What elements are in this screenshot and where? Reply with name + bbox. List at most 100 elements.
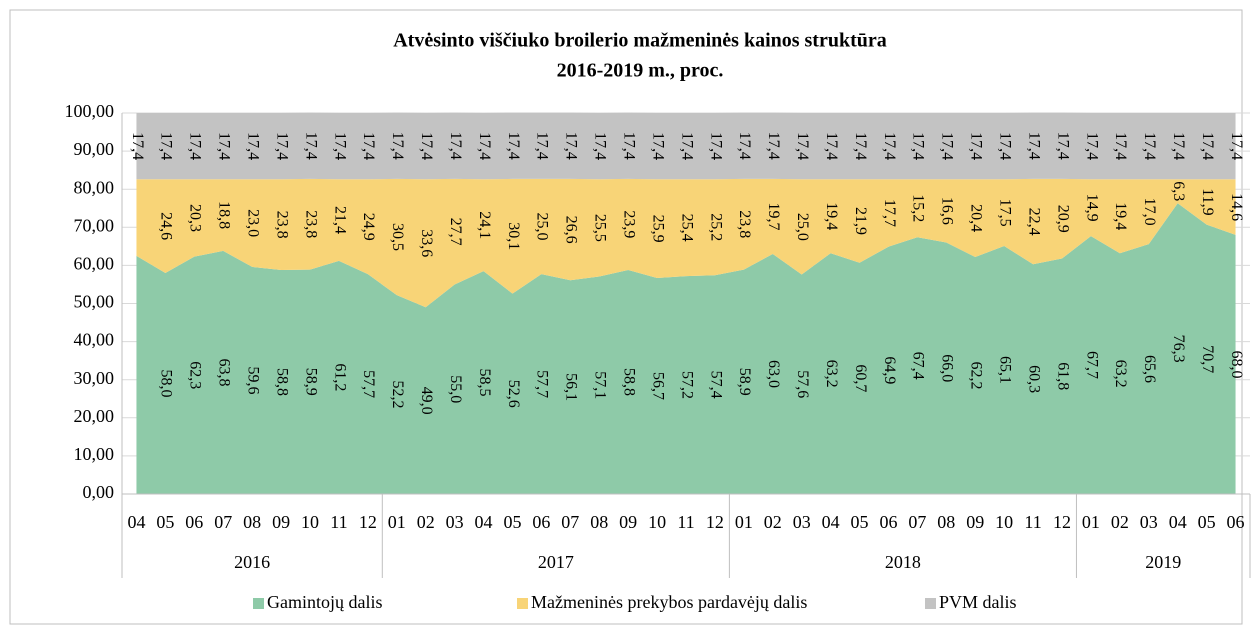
x-tick-label: 07: [561, 512, 579, 532]
data-label: 17,4: [1141, 132, 1158, 160]
x-tick-label: 12: [1053, 512, 1071, 532]
data-label: 33,6: [418, 229, 435, 257]
x-group-label: 2019: [1145, 552, 1181, 572]
y-tick-label: 70,00: [74, 215, 115, 235]
legend-label: Gamintojų dalis: [267, 592, 383, 612]
data-label: 17,4: [910, 132, 927, 160]
data-label: 60,3: [1025, 365, 1042, 393]
data-label: 17,4: [968, 132, 985, 160]
data-label: 67,7: [1083, 351, 1100, 379]
x-tick-label: 05: [1198, 512, 1216, 532]
y-tick-label: 50,00: [74, 292, 115, 312]
x-tick-label: 04: [475, 512, 493, 532]
data-label: 58,0: [158, 370, 175, 398]
data-label: 57,2: [678, 371, 695, 399]
data-label: 65,1: [996, 356, 1013, 384]
y-tick-label: 10,00: [74, 444, 115, 464]
data-label: 17,4: [1112, 132, 1129, 160]
data-label: 17,4: [505, 132, 522, 160]
area: [136, 178, 1236, 308]
data-label: 57,7: [534, 370, 551, 398]
y-tick-label: 90,00: [74, 139, 115, 159]
data-label: 17,4: [1054, 132, 1071, 160]
x-group-label: 2018: [885, 552, 921, 572]
x-tick-label: 03: [793, 512, 811, 532]
legend-swatch: [517, 598, 528, 609]
data-label: 18,8: [216, 201, 233, 229]
data-label: 17,4: [649, 132, 666, 160]
y-tick-label: 80,00: [74, 177, 115, 197]
x-tick-label: 10: [648, 512, 666, 532]
data-label: 57,7: [360, 370, 377, 398]
data-label: 14,6: [1228, 193, 1245, 221]
data-label: 17,4: [736, 132, 753, 160]
data-label: 62,2: [968, 362, 985, 390]
x-tick-label: 12: [706, 512, 724, 532]
data-label: 24,6: [158, 212, 175, 240]
data-label: 70,7: [1199, 345, 1216, 373]
data-label: 25,9: [649, 215, 666, 243]
y-tick-label: 60,00: [74, 254, 115, 274]
data-label: 14,9: [1083, 194, 1100, 222]
data-label: 17,4: [216, 132, 233, 160]
data-label: 17,4: [1170, 132, 1187, 160]
data-label: 23,8: [302, 210, 319, 238]
chart-subtitle: 2016-2019 m., proc.: [557, 60, 724, 82]
data-label: 17,4: [360, 132, 377, 160]
data-label: 58,8: [620, 368, 637, 396]
data-label: 57,4: [707, 371, 724, 399]
data-label: 30,5: [389, 223, 406, 251]
data-label: 66,0: [939, 354, 956, 382]
data-label: 17,4: [476, 132, 493, 160]
legend-swatch: [253, 598, 264, 609]
x-tick-label: 11: [677, 512, 694, 532]
data-label: 17,4: [592, 132, 609, 160]
x-tick-label: 10: [995, 512, 1013, 532]
data-label: 17,4: [620, 132, 637, 160]
data-label: 19,4: [823, 202, 840, 230]
data-label: 56,1: [563, 373, 580, 401]
data-label: 17,4: [881, 132, 898, 160]
x-tick-label: 06: [532, 512, 550, 532]
data-label: 61,8: [1054, 362, 1071, 390]
data-label: 65,6: [1141, 355, 1158, 383]
x-tick-label: 03: [446, 512, 464, 532]
data-label: 63,0: [765, 360, 782, 388]
data-label: 30,1: [505, 222, 522, 250]
data-label: 52,6: [505, 380, 522, 408]
x-tick-label: 09: [272, 512, 290, 532]
y-tick-label: 40,00: [74, 330, 115, 350]
x-tick-label: 03: [1140, 512, 1158, 532]
data-label: 17,4: [447, 132, 464, 160]
x-tick-label: 11: [1024, 512, 1041, 532]
data-label: 17,4: [852, 132, 869, 160]
data-label: 24,1: [476, 211, 493, 239]
data-label: 27,7: [447, 218, 464, 246]
x-tick-label: 02: [1111, 512, 1129, 532]
data-label: 59,6: [244, 366, 261, 394]
data-label: 25,0: [534, 213, 551, 241]
x-tick-label: 01: [735, 512, 753, 532]
data-label: 63,2: [1112, 360, 1129, 388]
data-label: 17,4: [1025, 132, 1042, 160]
y-tick-label: 20,00: [74, 406, 115, 426]
data-label: 62,3: [187, 361, 204, 389]
data-label: 58,9: [736, 368, 753, 396]
x-tick-label: 05: [503, 512, 521, 532]
data-label: 57,6: [794, 370, 811, 398]
x-tick-label: 06: [185, 512, 203, 532]
x-tick-label: 01: [1082, 512, 1100, 532]
x-group-label: 2016: [234, 552, 270, 572]
x-tick-label: 05: [851, 512, 869, 532]
data-label: 55,0: [447, 375, 464, 403]
x-tick-label: 06: [1227, 512, 1245, 532]
x-tick-label: 04: [127, 512, 145, 532]
data-label: 17,4: [129, 132, 146, 160]
data-label: 25,2: [707, 213, 724, 241]
data-label: 21,9: [852, 207, 869, 235]
x-tick-label: 06: [879, 512, 897, 532]
data-label: 60,7: [852, 364, 869, 392]
x-tick-label: 08: [590, 512, 608, 532]
x-tick-label: 10: [301, 512, 319, 532]
data-label: 17,4: [389, 132, 406, 160]
